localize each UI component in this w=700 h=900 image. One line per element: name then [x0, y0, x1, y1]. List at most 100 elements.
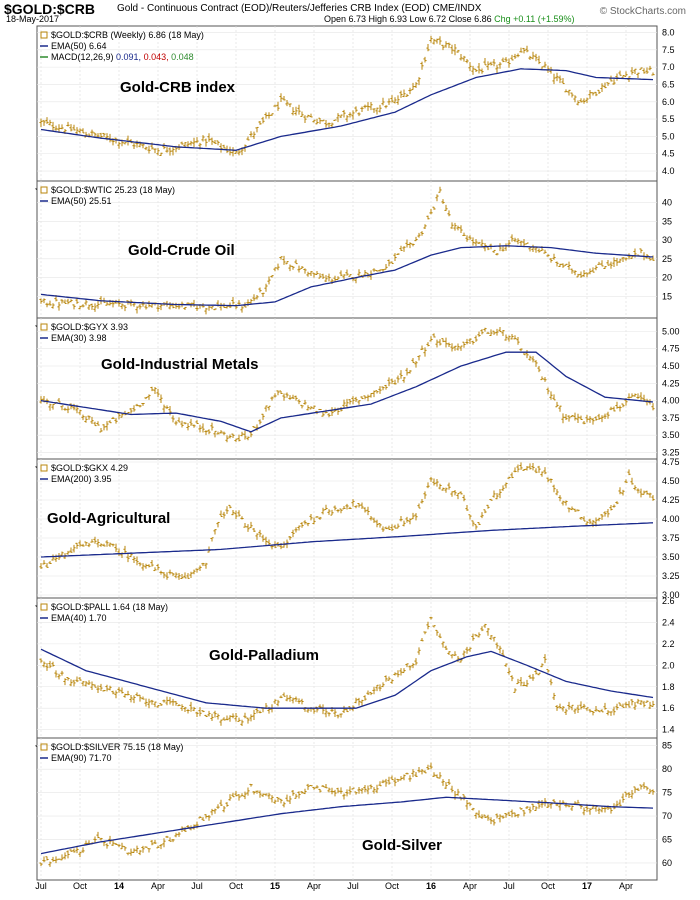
price-bar: [555, 261, 559, 267]
price-bar: [330, 787, 334, 795]
price-bar: [213, 140, 217, 144]
price-bar: [45, 562, 49, 568]
price-bar: [39, 862, 43, 867]
y-tick-label: 7.0: [662, 62, 675, 72]
price-bar: [348, 506, 352, 509]
price-bar: [579, 516, 583, 520]
price-bar: [186, 423, 190, 431]
price-bar: [234, 151, 238, 154]
price-bar: [588, 268, 592, 275]
price-bar: [225, 802, 229, 807]
price-bar: [225, 435, 229, 443]
price-bar: [450, 222, 454, 229]
price-bar: [423, 56, 427, 63]
price-bar: [252, 528, 256, 532]
price-bar: [141, 845, 145, 853]
price-bar: [258, 710, 262, 714]
price-bar: [528, 674, 532, 679]
price-bar: [339, 787, 343, 794]
price-bar: [309, 113, 313, 118]
price-bar: [336, 276, 340, 281]
price-bar: [462, 55, 466, 62]
price-bar: [369, 102, 373, 111]
price-bar: [219, 799, 223, 806]
price-bar: [489, 498, 493, 501]
price-bar: [573, 508, 577, 512]
price-bar: [510, 334, 514, 340]
price-bar: [309, 271, 313, 276]
price-bar: [84, 840, 88, 845]
price-bar: [525, 45, 529, 53]
price-bar: [564, 263, 568, 266]
price-bar: [417, 77, 421, 86]
price-bar: [75, 542, 79, 549]
price-bar: [276, 699, 280, 707]
price-bar: [111, 839, 115, 846]
price-bar: [504, 482, 508, 489]
price-bar: [282, 393, 286, 401]
price-bar: [345, 789, 349, 797]
price-bar: [615, 257, 619, 266]
price-bar: [159, 152, 163, 157]
price-bar: [510, 675, 514, 682]
price-bar: [75, 676, 79, 683]
price-bar: [450, 654, 454, 659]
price-bar: [639, 248, 643, 254]
price-bar: [138, 694, 142, 702]
legend-text: MACD(12,26,9) 0.091, 0.043, 0.048: [51, 52, 194, 62]
price-bar: [114, 543, 118, 553]
price-bar: [525, 466, 529, 471]
price-bar: [567, 415, 571, 422]
price-bar: [462, 341, 466, 348]
price-bar: [219, 510, 223, 517]
price-bar: [66, 298, 70, 305]
price-bar: [177, 417, 181, 423]
price-bar: [288, 103, 292, 108]
price-bar: [423, 631, 427, 635]
price-bar: [579, 98, 583, 103]
price-bar: [636, 488, 640, 494]
price-bar: [480, 512, 484, 519]
price-bar: [48, 861, 52, 867]
price-bar: [369, 392, 373, 398]
price-bar: [189, 418, 193, 426]
price-bar: [222, 806, 226, 813]
price-bar: [60, 124, 64, 130]
price-bar: [183, 306, 187, 311]
legend-text: $GOLD:$GKX 4.29: [51, 463, 128, 473]
price-bar: [204, 138, 208, 147]
price-bar: [147, 848, 151, 853]
panel-title: Gold-CRB index: [120, 79, 236, 96]
price-bar: [393, 253, 397, 262]
y-tick-label: 15: [662, 291, 672, 301]
price-bar: [300, 111, 304, 117]
chart-date: 18-May-2017: [6, 14, 60, 24]
price-bar: [105, 540, 109, 547]
price-bar: [51, 554, 55, 561]
price-bar: [57, 673, 61, 680]
price-bar: [504, 57, 508, 63]
price-bar: [207, 710, 211, 717]
price-bar: [432, 333, 436, 338]
price-bar: [417, 647, 421, 655]
price-bar: [111, 690, 115, 695]
price-bar: [303, 115, 307, 124]
price-bar: [477, 241, 481, 245]
price-bar: [609, 711, 613, 716]
price-bar: [150, 699, 154, 705]
price-bar: [297, 265, 301, 273]
price-bar: [168, 147, 172, 156]
price-bar: [603, 82, 607, 89]
price-bar: [141, 301, 145, 307]
price-bar: [159, 570, 163, 575]
price-bar: [426, 215, 430, 220]
y-tick-label: 5.00: [662, 326, 680, 336]
price-bar: [291, 697, 295, 704]
y-tick-label: 30: [662, 235, 672, 245]
price-bar: [330, 122, 334, 128]
price-bar: [387, 676, 391, 681]
price-bar: [501, 57, 505, 63]
price-bar: [438, 483, 442, 490]
price-bar: [348, 112, 352, 118]
price-bar: [636, 698, 640, 704]
